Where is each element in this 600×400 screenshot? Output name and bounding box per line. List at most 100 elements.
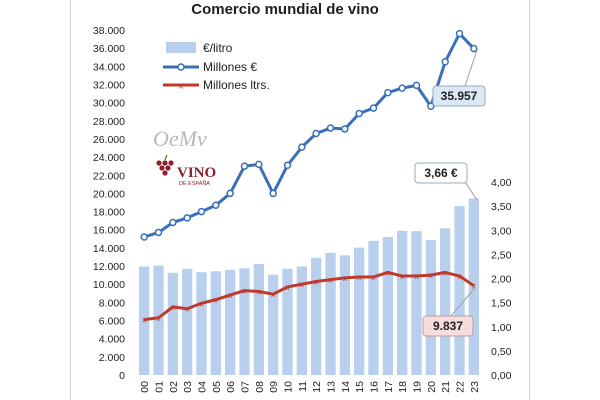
bar-14: [339, 255, 350, 375]
oemv-logo: OeMv: [153, 126, 207, 151]
left-tick-label: 30.000: [93, 98, 125, 110]
chart-title: Comercio mundial de vino: [191, 1, 379, 18]
right-tick-label: 0,50: [491, 346, 512, 358]
left-tick-label: 0: [119, 370, 125, 382]
point-millones-eur-02: [169, 218, 177, 227]
right-tick-label: 3,00: [491, 225, 512, 237]
x-tick-label: 01: [154, 381, 166, 393]
callout-eur-litro: 3,66 €: [414, 162, 478, 201]
right-tick-label: 1,00: [491, 322, 512, 334]
point-millones-eur-11: [298, 143, 306, 151]
point-millones-eur-01: [154, 228, 163, 237]
x-tick-label: 10: [283, 381, 295, 393]
point-millones-eur-10: [283, 161, 292, 170]
right-tick-label: 2,50: [491, 249, 512, 261]
x-tick-label: 08: [254, 381, 266, 393]
point-millones-eur-20: [427, 102, 435, 111]
left-tick-label: 20.000: [93, 188, 125, 200]
left-tick-label: 26.000: [93, 134, 125, 146]
legend: €/litro Millones € x Millones ltrs.: [163, 41, 270, 92]
point-millones-ltrs-07: x: [243, 287, 247, 296]
bar-series: [139, 198, 479, 376]
point-millones-eur-03: [183, 214, 191, 222]
point-millones-ltrs-17: x: [386, 268, 390, 277]
left-tick-label: 16.000: [93, 225, 125, 237]
right-tick-label: 2,00: [491, 274, 512, 286]
x-tick-label: 11: [297, 381, 309, 392]
svg-text:VINO: VINO: [177, 165, 216, 181]
x-tick-label: 04: [197, 381, 209, 393]
point-millones-ltrs-08: x: [257, 287, 261, 296]
point-millones-ltrs-02: x: [171, 303, 175, 312]
point-millones-ltrs-15: x: [357, 273, 361, 282]
point-millones-ltrs-23: x: [472, 282, 476, 291]
point-millones-eur-22: [455, 29, 464, 38]
point-millones-ltrs-00: x: [142, 316, 146, 325]
left-tick-label: 4.000: [99, 334, 125, 346]
left-axis: 0 2.000 4.000 6.000 8.000 10.000 12.000 14.000 1…: [93, 25, 125, 382]
bar-04: [196, 272, 207, 375]
bar-09: [268, 274, 279, 375]
left-tick-label: 22.000: [93, 170, 125, 182]
x-tick-label: 17: [383, 381, 395, 393]
right-tick-label: 4,00: [491, 177, 512, 189]
bar-20: [425, 239, 436, 375]
x-tick-label: 09: [268, 381, 280, 393]
right-tick-label: 3,50: [491, 201, 512, 213]
bar-17: [382, 237, 393, 375]
point-millones-ltrs-11: x: [300, 280, 304, 289]
point-millones-ltrs-06: x: [228, 291, 232, 300]
bar-00: [139, 266, 150, 375]
x-tick-label: 02: [168, 381, 180, 393]
left-tick-label: 28.000: [93, 116, 125, 128]
x-tick-label: 15: [354, 381, 366, 393]
point-millones-ltrs-09: x: [271, 290, 275, 299]
point-millones-eur-12: [312, 129, 320, 138]
point-millones-eur-21: [441, 58, 449, 66]
point-millones-ltrs-22: x: [458, 272, 462, 281]
legend-label-millones-eur: Millones €: [203, 60, 257, 74]
point-millones-ltrs-05: x: [214, 296, 218, 305]
bar-13: [325, 252, 336, 375]
point-millones-ltrs-16: x: [372, 273, 376, 282]
legend-label-millones-ltrs: Millones ltrs.: [203, 78, 270, 92]
vino-de-espana-logo: VINO DE ESPAÑA: [156, 154, 216, 187]
point-millones-eur-07: [240, 162, 249, 170]
point-millones-ltrs-13: x: [329, 276, 333, 285]
right-tick-label: 0,00: [491, 370, 512, 382]
left-tick-label: 12.000: [93, 261, 125, 273]
bar-07: [239, 268, 250, 375]
bar-21: [440, 228, 451, 375]
callout-text-eur-litro: 3,66 €: [424, 166, 458, 180]
x-tick-label: 16: [369, 381, 381, 393]
line-millones-ltrs: [143, 270, 475, 322]
point-millones-ltrs-19: x: [415, 272, 419, 281]
point-millones-eur-14: [341, 125, 349, 133]
combo-chart: Comercio mundial de vino x x x x x x x x x x x x x x x…: [93, 1, 512, 393]
grape-icon: [156, 154, 174, 176]
legend-marker-millones-eur: [177, 63, 185, 71]
left-tick-label: 24.000: [93, 152, 125, 164]
x-tick-label: 03: [182, 381, 194, 393]
x-tick-label: 07: [240, 381, 252, 393]
bar-19: [411, 231, 422, 375]
x-tick-label: 18: [397, 381, 409, 393]
x-tick-label: 23: [469, 381, 481, 393]
bar-18: [397, 230, 408, 375]
left-tick-label: 8.000: [99, 297, 125, 309]
left-tick-label: 32.000: [93, 79, 125, 91]
bar-05: [210, 271, 221, 375]
bar-01: [153, 265, 164, 375]
point-millones-eur-04: [197, 207, 206, 216]
point-millones-eur-08: [255, 160, 263, 169]
point-millones-eur-17: [384, 88, 392, 97]
x-axis: 00 01 02 03 04 05 06 07 08 09 10 11 12 13 14 15 16 17 18 19…: [139, 381, 481, 393]
x-tick-label: 05: [211, 381, 223, 393]
point-millones-ltrs-03: x: [185, 305, 189, 314]
callout-text-millones-ltrs: 9.837: [433, 319, 463, 333]
point-millones-eur-16: [369, 104, 378, 112]
line-series: x x x x x x x x x x x x x x x x x x x x x x x x: [140, 29, 478, 325]
left-tick-label: 14.000: [93, 243, 125, 255]
point-millones-eur-05: [212, 201, 220, 209]
callout-millones-eur: 35.957: [432, 49, 486, 107]
